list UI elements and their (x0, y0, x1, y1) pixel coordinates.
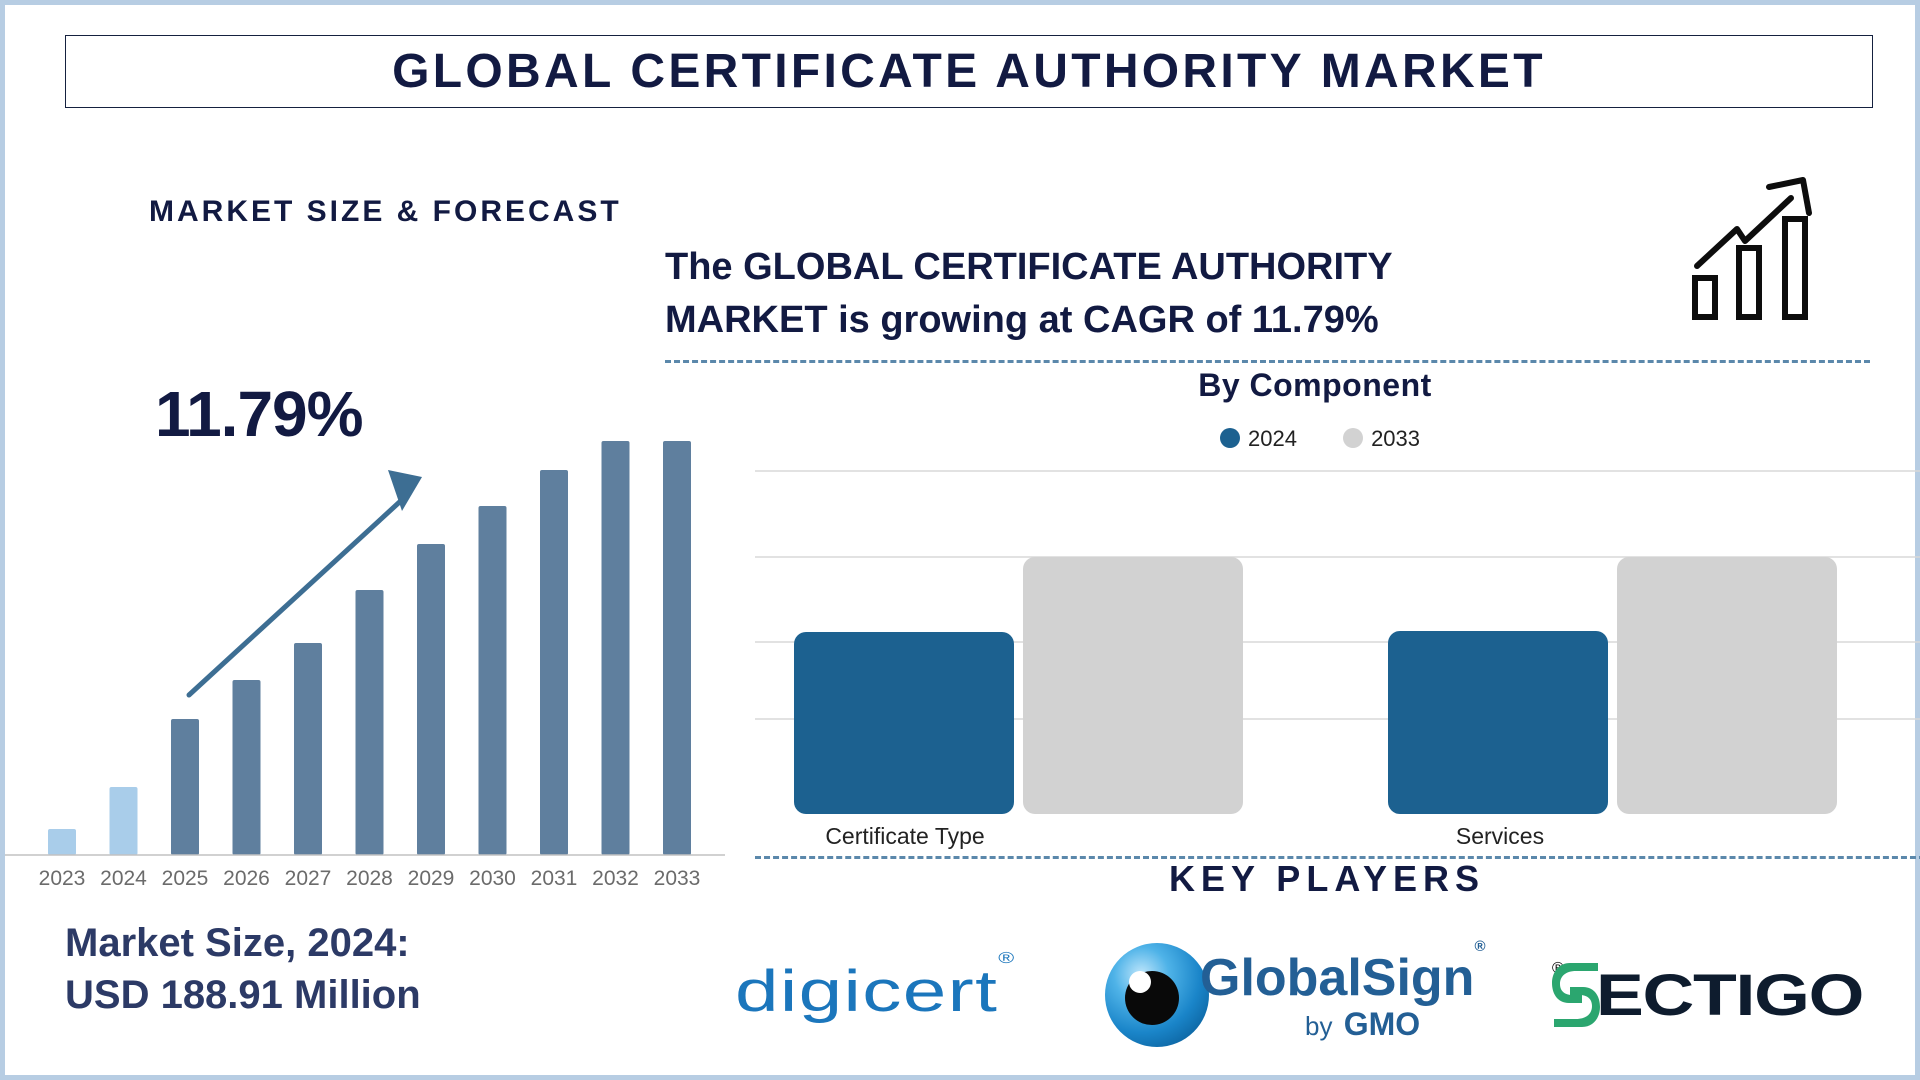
svg-text:2025: 2025 (162, 867, 209, 890)
svg-text:2033: 2033 (654, 867, 701, 890)
svg-text:2024: 2024 (100, 867, 147, 890)
svg-text:2031: 2031 (531, 867, 578, 890)
svg-text:2026: 2026 (223, 867, 270, 890)
svg-text:2030: 2030 (469, 867, 516, 890)
svg-text:2023: 2023 (39, 867, 86, 890)
svg-text:Certificate Type: Certificate Type (825, 823, 984, 849)
svg-text:Services: Services (1456, 823, 1544, 849)
svg-text:2029: 2029 (408, 867, 455, 890)
svg-text:2028: 2028 (346, 867, 393, 890)
svg-text:2032: 2032 (592, 867, 639, 890)
svg-text:2027: 2027 (285, 867, 332, 890)
